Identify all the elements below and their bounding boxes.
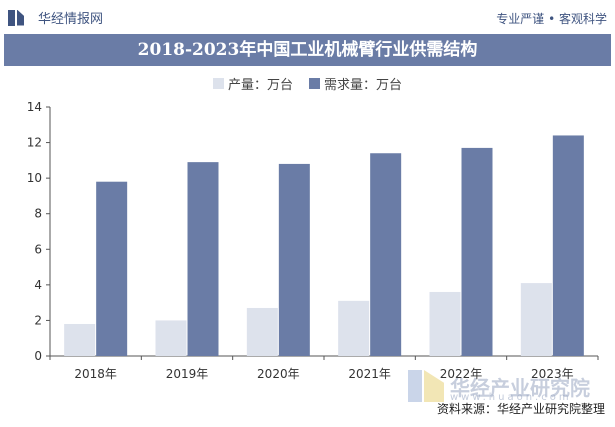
watermark-logo-icon [408, 370, 444, 402]
watermark: 华经产业研究院 [408, 370, 590, 402]
y-tick-label: 10 [27, 171, 42, 185]
legend-label-production: 产量：万台 [227, 77, 293, 93]
bar-demand [461, 147, 493, 356]
title-bar: 2018-2023年中国工业机械臂行业供需结构 [4, 34, 611, 66]
y-tick-label: 0 [34, 349, 42, 363]
y-tick-label: 8 [34, 207, 42, 221]
x-category-label: 2018年 [74, 367, 117, 381]
legend-swatch-demand [309, 77, 320, 89]
slogan: 专业严谨 • 客观科学 [496, 12, 607, 26]
top-bar: 华经情报网 专业严谨 • 客观科学 [0, 0, 615, 34]
brand-name: 华经情报网 [38, 12, 104, 27]
y-tick-label: 6 [34, 242, 42, 256]
bar-production [338, 300, 370, 356]
bar-demand [552, 135, 584, 356]
legend-label-demand: 需求量：万台 [324, 77, 403, 93]
chart-title: 2018-2023年中国工业机械臂行业供需结构 [137, 40, 478, 60]
source-note: 资料来源：华经产业研究院整理 [436, 402, 605, 416]
legend-item-production: 产量：万台 [212, 74, 293, 93]
x-category-label: 2022年 [440, 367, 483, 381]
bar-production [520, 283, 552, 356]
legend: 产量：万台 需求量：万台 [0, 72, 615, 94]
y-tick-label: 2 [34, 313, 42, 327]
bar-demand [370, 153, 402, 356]
bar-production [64, 323, 96, 356]
legend-swatch-production [212, 77, 224, 89]
bar-production [246, 307, 278, 356]
x-category-label: 2020年 [257, 367, 300, 381]
y-tick-label: 14 [27, 100, 42, 114]
bar-demand [96, 181, 128, 356]
x-category-label: 2021年 [348, 367, 391, 381]
watermark-text: 华经产业研究院 [450, 375, 590, 400]
y-tick-label: 12 [27, 136, 42, 150]
legend-item-demand: 需求量：万台 [309, 74, 402, 93]
bar-demand [278, 163, 310, 356]
bar-production [155, 320, 187, 356]
brand: 华经情报网 [8, 8, 103, 27]
watermark-url: www.huaon.com [450, 392, 572, 403]
bar-demand [187, 162, 219, 356]
bar-production [429, 291, 461, 356]
x-category-label: 2023年 [531, 367, 574, 381]
y-tick-label: 4 [34, 278, 42, 292]
brand-logo-icon [8, 9, 30, 26]
x-category-label: 2019年 [166, 367, 209, 381]
